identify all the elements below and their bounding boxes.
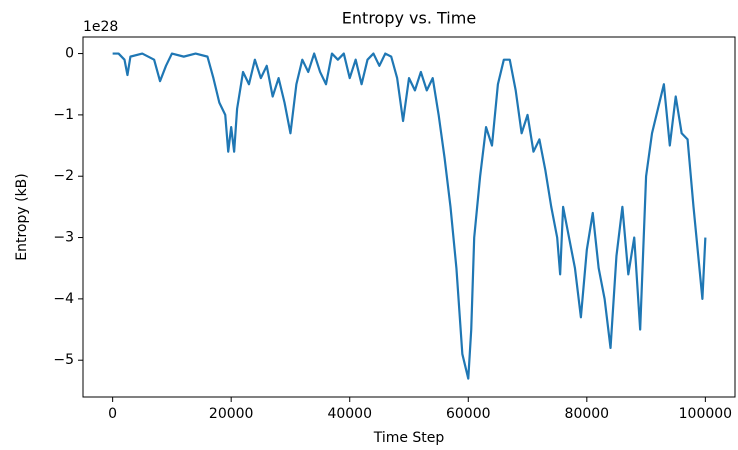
plot-frame — [82, 36, 736, 398]
y-tick-label: 0 — [65, 46, 74, 62]
x-tick-label: 80000 — [565, 406, 610, 422]
x-tick-label: 60000 — [446, 406, 491, 422]
data-line — [112, 52, 707, 380]
x-tick-label: 40000 — [327, 406, 372, 422]
y-tick-label: −1 — [53, 107, 74, 123]
chart-title: Entropy vs. Time — [342, 9, 476, 28]
y-tick-label: −4 — [53, 291, 74, 307]
x-tick-label: 0 — [108, 406, 117, 422]
y-offset-label: 1e28 — [83, 19, 118, 35]
y-tick-label: −2 — [53, 168, 74, 184]
y-axis-label: Entropy (kB) — [14, 173, 30, 260]
x-tick-label: 20000 — [209, 406, 254, 422]
y-tick-label: −5 — [53, 352, 74, 368]
y-tick-label: −3 — [53, 230, 74, 246]
x-axis-label: Time Step — [373, 430, 445, 446]
x-tick-label: 100000 — [679, 406, 732, 422]
